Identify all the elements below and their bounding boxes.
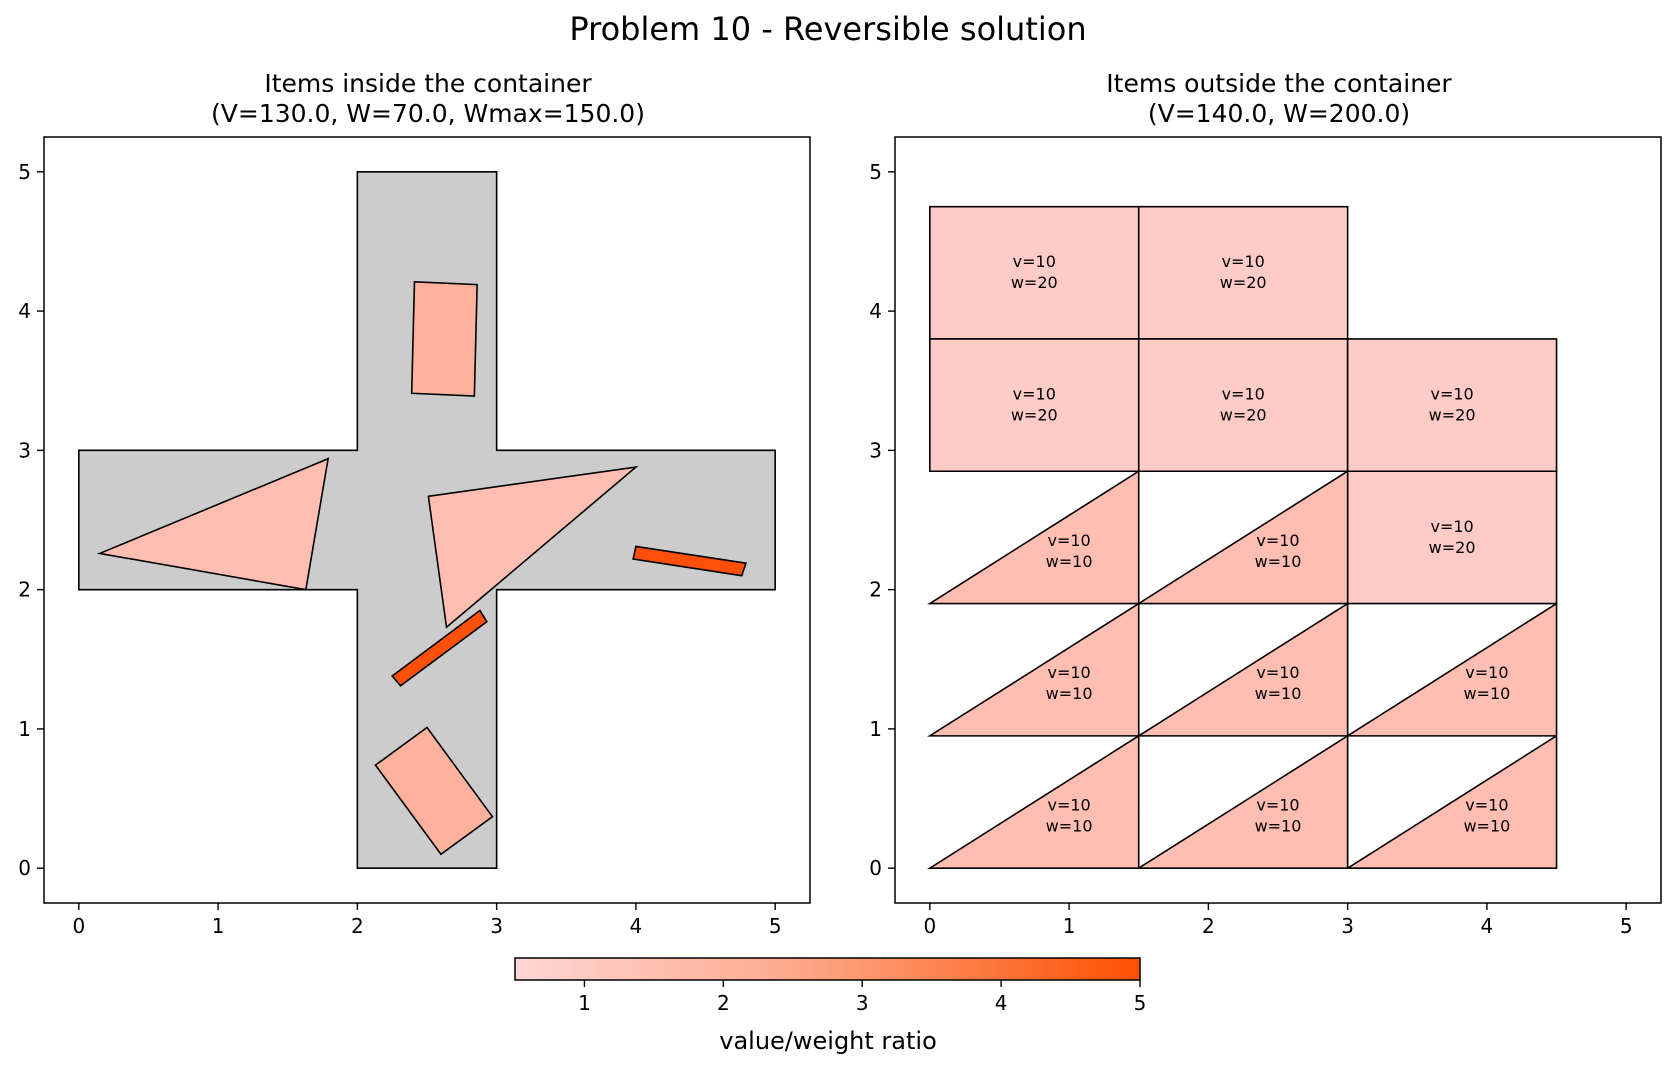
- y-tick-label: 5: [869, 160, 882, 184]
- x-tick-label: 0: [923, 914, 936, 938]
- x-tick-label: 5: [769, 914, 782, 938]
- outside-item-10: [1344, 602, 1558, 737]
- colorbar-tick-label: 4: [995, 991, 1008, 1015]
- item-value-label: v=10: [1013, 252, 1056, 271]
- inside-item-1: [96, 457, 330, 591]
- x-tick-label: 3: [490, 914, 503, 938]
- x-tick-label: 4: [630, 914, 643, 938]
- figure-title: Problem 10 - Reversible solution: [569, 10, 1086, 48]
- inside-item-4: [391, 609, 488, 687]
- colorbar-tick-label: 5: [1134, 991, 1147, 1015]
- outside-item-12: [1135, 734, 1349, 869]
- item-weight-label: w=20: [1011, 406, 1058, 425]
- item-value-label: v=10: [1430, 385, 1473, 404]
- x-tick-label: 1: [1063, 914, 1076, 938]
- x-tick-label: 0: [72, 914, 85, 938]
- item-weight-label: w=20: [1429, 538, 1476, 557]
- y-tick-label: 2: [869, 578, 882, 602]
- colorbar-tick-label: 1: [578, 991, 591, 1015]
- item-value-label: v=10: [1430, 517, 1473, 536]
- right-panel-title-line2: (V=140.0, W=200.0): [1148, 99, 1410, 128]
- item-weight-label: w=10: [1046, 684, 1093, 703]
- item-value-label: v=10: [1047, 531, 1090, 550]
- axes-frame: [894, 136, 1662, 904]
- item-value-label: v=10: [1013, 385, 1056, 404]
- item-value-label: v=10: [1465, 795, 1508, 814]
- item-weight-label: w=20: [1429, 406, 1476, 425]
- item-weight-label: w=10: [1046, 816, 1093, 835]
- item-value-label: v=10: [1256, 795, 1299, 814]
- item-value-label: v=10: [1222, 385, 1265, 404]
- item-weight-label: w=10: [1463, 684, 1510, 703]
- x-tick-label: 4: [1481, 914, 1494, 938]
- left-panel-title-line1: Items inside the container: [264, 69, 592, 98]
- inside-item-0: [410, 281, 478, 397]
- right-panel-title-line1: Items outside the container: [1106, 69, 1452, 98]
- y-tick-label: 0: [869, 856, 882, 880]
- outside-item-8: [927, 602, 1140, 737]
- outside-item-11: [927, 734, 1140, 869]
- inside-item-3: [632, 545, 747, 577]
- y-tick-label: 4: [18, 299, 31, 323]
- axes-frame: [43, 136, 811, 904]
- y-tick-label: 5: [18, 160, 31, 184]
- x-tick-label: 1: [212, 914, 225, 938]
- item-value-label: v=10: [1465, 663, 1508, 682]
- outside-item-13: [1344, 734, 1558, 869]
- item-value-label: v=10: [1256, 663, 1299, 682]
- item-weight-label: w=10: [1463, 816, 1510, 835]
- item-weight-label: w=10: [1255, 684, 1302, 703]
- item-weight-label: w=10: [1255, 552, 1302, 571]
- inside-item-5: [374, 726, 494, 856]
- item-value-label: v=10: [1047, 663, 1090, 682]
- item-weight-label: w=20: [1220, 406, 1267, 425]
- outside-item-6: [927, 469, 1140, 605]
- y-tick-label: 4: [869, 299, 882, 323]
- y-tick-label: 1: [869, 717, 882, 741]
- y-tick-label: 1: [18, 717, 31, 741]
- outside-item-7: [1135, 469, 1349, 605]
- colorbar-gradient: [514, 957, 1141, 981]
- item-weight-label: w=20: [1011, 273, 1058, 292]
- colorbar-tick-label: 2: [717, 991, 730, 1015]
- outside-container-plot: v=10 w=20 v=10 w=20 v=10 w=20 v=10 w=20 v=10 w=20…: [869, 136, 1662, 938]
- left-panel-title-line2: (V=130.0, W=70.0, Wmax=150.0): [211, 99, 645, 128]
- x-tick-label: 5: [1620, 914, 1633, 938]
- x-tick-label: 2: [1202, 914, 1215, 938]
- x-tick-label: 2: [351, 914, 364, 938]
- item-value-label: v=10: [1256, 531, 1299, 550]
- item-weight-label: w=20: [1220, 273, 1267, 292]
- outside-item-9: [1135, 602, 1349, 737]
- item-weight-label: w=10: [1255, 816, 1302, 835]
- colorbar-label: value/weight ratio: [719, 1027, 937, 1055]
- inside-item-2: [427, 465, 639, 629]
- y-tick-label: 3: [869, 438, 882, 462]
- y-tick-label: 2: [18, 578, 31, 602]
- container-shape: [78, 171, 776, 869]
- item-value-label: v=10: [1047, 795, 1090, 814]
- y-tick-label: 0: [18, 856, 31, 880]
- inside-container-plot: 0 1 2 3 4 5 0 1 2 3 4 5: [18, 136, 811, 938]
- y-tick-label: 3: [18, 438, 31, 462]
- x-tick-label: 3: [1341, 914, 1354, 938]
- item-weight-label: w=10: [1046, 552, 1093, 571]
- colorbar-tick-label: 3: [856, 991, 869, 1015]
- item-value-label: v=10: [1222, 252, 1265, 271]
- colorbar: 1 2 3 4 5: [514, 957, 1147, 1015]
